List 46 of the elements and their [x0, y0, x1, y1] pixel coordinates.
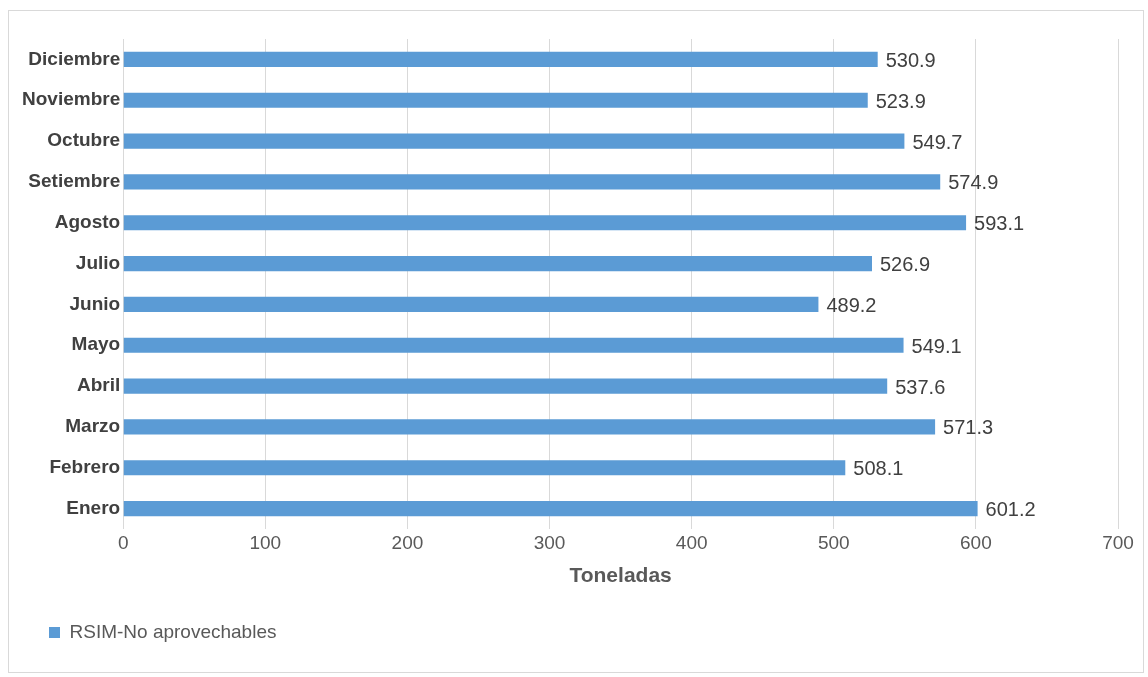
data-label: 571.3	[943, 416, 994, 439]
y-tick-label: Enero	[66, 496, 121, 518]
bar	[123, 378, 888, 394]
bar	[123, 215, 967, 231]
x-tick-label: 0	[117, 531, 129, 553]
y-tick-label: Julio	[75, 251, 121, 273]
bar	[123, 501, 978, 517]
y-tick-label: Agosto	[54, 210, 121, 232]
data-label: 523.9	[875, 89, 926, 112]
x-tick-label: 300	[533, 531, 566, 553]
data-label: 574.9	[948, 171, 999, 194]
y-tick-label: Mayo	[71, 333, 121, 355]
legend-label: RSIM-No aprovechables	[69, 620, 277, 642]
data-label: 489.2	[826, 293, 877, 316]
data-label: 530.9	[885, 48, 936, 71]
y-tick-label: Febrero	[49, 455, 121, 477]
x-tick-label: 100	[249, 531, 282, 553]
bar	[123, 133, 905, 149]
x-tick-label: 200	[391, 531, 424, 553]
bar	[123, 460, 846, 476]
y-tick-label: Octubre	[47, 129, 121, 151]
y-tick-label: Abril	[76, 374, 121, 396]
bar	[123, 51, 878, 67]
bar	[123, 419, 936, 435]
y-tick-label: Marzo	[65, 415, 121, 437]
y-tick-label: Diciembre	[28, 47, 121, 69]
bar	[123, 174, 941, 190]
x-axis-title: Toneladas	[569, 563, 672, 587]
x-tick-label: 600	[960, 531, 992, 553]
x-tick-label: 700	[1102, 531, 1134, 553]
data-label: 526.9	[880, 253, 931, 276]
bar	[123, 256, 872, 272]
y-tick-label: Setiembre	[28, 170, 121, 192]
x-tick-label: 500	[817, 531, 850, 553]
data-label: 593.1	[974, 212, 1025, 235]
bar	[123, 296, 819, 312]
data-label: 508.1	[853, 457, 904, 480]
y-tick-label: Junio	[69, 292, 121, 314]
y-tick-label: Noviembre	[22, 88, 121, 110]
data-label: 549.7	[912, 130, 963, 153]
data-label: 601.2	[985, 498, 1036, 521]
data-label: 537.6	[895, 375, 946, 398]
x-tick-label: 400	[675, 531, 708, 553]
data-label: 549.1	[911, 334, 962, 357]
bar	[123, 337, 904, 353]
bar	[123, 92, 868, 108]
